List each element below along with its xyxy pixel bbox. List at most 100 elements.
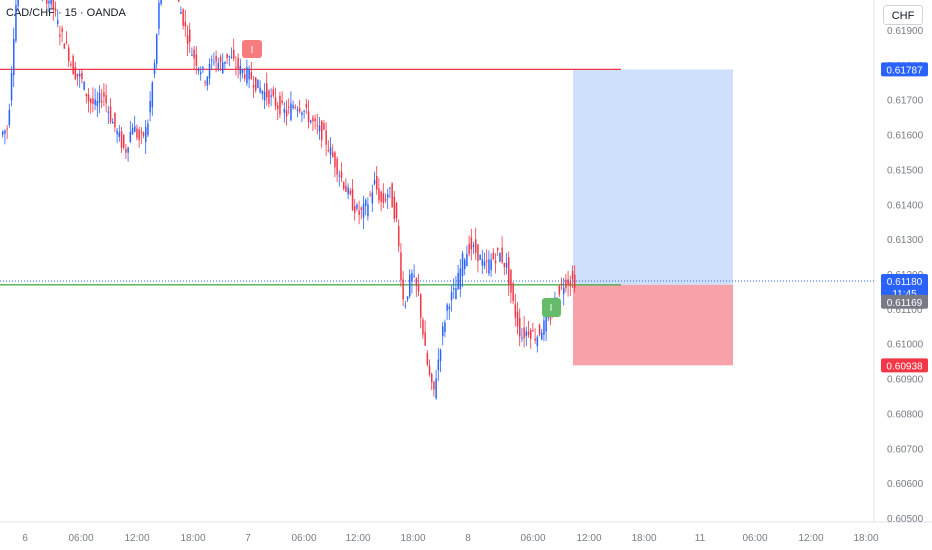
candle-body <box>391 183 393 208</box>
candle-body <box>48 0 50 4</box>
candle-body <box>180 12 182 14</box>
candle-body <box>61 28 63 32</box>
y-tick-label: 0.60900 <box>887 375 924 386</box>
candle-body <box>197 68 200 71</box>
candle-body <box>241 70 244 73</box>
candle-body <box>516 311 519 327</box>
candle-body <box>230 56 233 58</box>
candle-body <box>156 34 158 64</box>
currency-button[interactable]: CHF <box>883 5 923 25</box>
candle-body <box>65 41 68 43</box>
x-tick-label: 7 <box>245 533 251 544</box>
candle-body <box>387 194 389 198</box>
candle-body <box>525 331 528 336</box>
y-tick-label: 0.60800 <box>887 409 924 420</box>
y-tick-label: 0.60600 <box>887 479 924 490</box>
candle-body <box>490 259 492 271</box>
candle-body <box>470 237 473 250</box>
candle-body <box>472 244 475 247</box>
candle-body <box>420 294 422 318</box>
candle-body <box>46 0 48 4</box>
candle-body <box>400 252 402 281</box>
candle-body <box>508 257 510 286</box>
candle-body <box>543 320 545 335</box>
candle-body <box>219 56 222 63</box>
candle-body <box>530 330 532 339</box>
profit-zone[interactable] <box>573 69 733 285</box>
candle-body <box>395 202 398 219</box>
candle-body <box>228 55 231 57</box>
x-tick-label: 6 <box>22 533 28 544</box>
candle-body <box>494 260 497 264</box>
candle-body <box>118 132 121 137</box>
candle-body <box>312 117 314 122</box>
candle-body <box>178 0 180 2</box>
x-tick-label: 18:00 <box>631 533 656 544</box>
candle-body <box>13 39 15 76</box>
candle-body <box>160 0 162 4</box>
candle-body <box>98 92 101 103</box>
candle-body <box>519 317 521 337</box>
candle-body <box>358 210 360 215</box>
target-price-tag-text: 0.61787 <box>886 65 923 76</box>
current-price-tag-text: 0.61180 <box>887 277 923 288</box>
candle-body <box>193 49 195 59</box>
candle-body <box>439 349 442 361</box>
candle-body <box>382 193 385 203</box>
candle-body <box>360 207 363 210</box>
candle-body <box>442 326 444 336</box>
candle-body <box>479 255 481 260</box>
candle-body <box>217 62 220 69</box>
candle-body <box>415 277 418 287</box>
candle-body <box>521 337 523 339</box>
candle-body <box>63 43 66 49</box>
candle-body <box>365 200 367 206</box>
candle-body <box>17 0 19 6</box>
x-tick-label: 11 <box>695 533 706 544</box>
candle-body <box>422 319 424 335</box>
candle-body <box>142 132 145 136</box>
candle-body <box>202 67 204 69</box>
candle-body <box>120 131 123 148</box>
candle-body <box>323 123 325 130</box>
candle-body <box>186 35 189 44</box>
candle-body <box>272 89 275 96</box>
x-tick-label: 18:00 <box>400 533 425 544</box>
candle-body <box>206 77 209 86</box>
candle-body <box>413 275 415 277</box>
candle-body <box>2 131 4 135</box>
candle-body <box>112 121 114 124</box>
candle-body <box>138 129 140 140</box>
candle-body <box>87 94 90 102</box>
candle-body <box>349 190 352 194</box>
candle-body <box>8 109 11 126</box>
candle-body <box>334 152 336 168</box>
candle-body <box>574 274 576 288</box>
candle-body <box>393 196 396 219</box>
candle-body <box>402 279 404 300</box>
candle-body <box>398 226 400 247</box>
loss-zone[interactable] <box>573 284 733 366</box>
candle-body <box>571 271 574 280</box>
candle-body <box>510 269 512 293</box>
buy-signal-marker[interactable] <box>542 298 561 317</box>
y-tick-label: 0.61100 <box>887 305 923 316</box>
candle-body <box>296 109 299 112</box>
candle-body <box>131 127 134 135</box>
candle-body <box>85 93 88 97</box>
candle-body <box>545 316 547 332</box>
candle-body <box>158 2 160 29</box>
candle-body <box>318 125 321 132</box>
candle-body <box>76 73 79 77</box>
candle-body <box>424 332 426 346</box>
sell-signal-marker[interactable] <box>242 40 262 58</box>
candle-body <box>475 239 477 253</box>
candle-body <box>79 74 81 77</box>
candle-body <box>446 304 448 311</box>
candle-body <box>285 110 288 117</box>
candle-body <box>336 158 338 175</box>
candle-body <box>567 279 569 286</box>
buy-marker-label: I <box>550 303 553 314</box>
candle-body <box>327 149 330 151</box>
